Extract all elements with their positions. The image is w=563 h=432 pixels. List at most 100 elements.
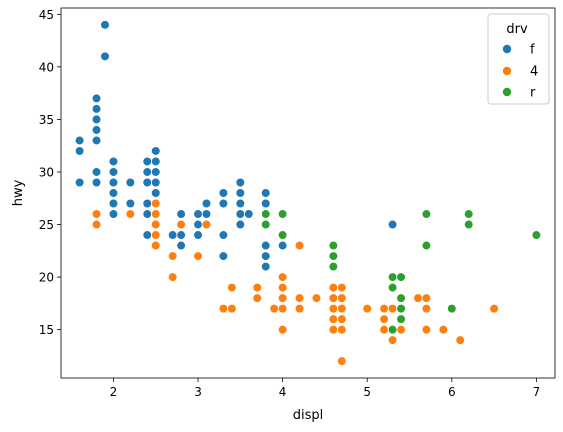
data-point-4-23 <box>277 324 288 335</box>
data-point-f-40 <box>193 209 203 219</box>
data-point-4-15 <box>227 303 237 314</box>
data-point-4-5 <box>150 219 161 230</box>
x-tick-label: 7 <box>533 385 541 399</box>
x-tick-label: 2 <box>110 385 118 399</box>
x-axis: 2 3 4 5 6 7 <box>110 378 541 399</box>
legend-marker-4 <box>501 66 512 77</box>
data-point-4-27 <box>311 293 322 303</box>
points-layer <box>74 20 542 366</box>
data-point-4-33 <box>337 282 347 293</box>
data-point-f-29 <box>150 167 161 177</box>
data-point-r-5 <box>328 251 339 261</box>
y-tick-label: 45 <box>39 8 54 22</box>
data-point-f-11 <box>100 51 110 62</box>
data-point-4-6 <box>150 230 161 240</box>
data-point-4-28 <box>328 282 339 293</box>
data-point-f-56 <box>260 198 271 209</box>
data-point-f-8 <box>91 167 102 177</box>
data-point-f-63 <box>277 240 288 251</box>
data-point-f-49 <box>235 177 246 188</box>
plot-frame <box>60 7 556 379</box>
data-point-4-50 <box>421 293 432 303</box>
data-point-f-5 <box>91 114 102 125</box>
data-point-r-7 <box>387 272 398 282</box>
data-point-r-0 <box>260 209 271 219</box>
data-point-f-23 <box>142 177 153 188</box>
data-point-4-1 <box>91 219 102 230</box>
x-tick-label: 5 <box>363 385 371 399</box>
data-point-f-50 <box>235 188 246 198</box>
legend-label-4: 4 <box>530 65 538 80</box>
data-point-f-26 <box>142 230 153 240</box>
data-point-4-54 <box>455 335 466 345</box>
data-point-f-15 <box>108 188 119 198</box>
data-point-f-60 <box>260 251 271 261</box>
data-point-r-10 <box>396 272 406 282</box>
data-point-f-61 <box>260 261 271 272</box>
data-point-4-19 <box>277 272 288 282</box>
data-point-r-3 <box>277 230 288 240</box>
data-point-f-14 <box>108 177 119 188</box>
data-point-f-3 <box>91 93 102 104</box>
data-point-f-25 <box>142 209 153 219</box>
data-point-r-11 <box>396 293 406 303</box>
data-point-4-31 <box>328 314 339 324</box>
legend-title: drv <box>506 22 528 37</box>
data-point-4-16 <box>252 282 263 293</box>
data-point-4-17 <box>252 293 263 303</box>
data-point-4-9 <box>167 272 178 282</box>
data-point-f-31 <box>150 188 161 198</box>
data-point-f-51 <box>235 198 246 209</box>
data-point-4-46 <box>387 335 398 345</box>
data-point-4-40 <box>379 303 389 314</box>
data-point-4-25 <box>294 293 305 303</box>
data-point-r-19 <box>531 230 542 240</box>
x-tick-label: 3 <box>194 385 202 399</box>
data-point-4-20 <box>277 282 288 293</box>
data-point-f-42 <box>193 230 203 240</box>
data-point-4-29 <box>328 293 339 303</box>
data-point-f-54 <box>243 209 254 219</box>
data-point-4-26 <box>294 303 305 314</box>
data-point-f-39 <box>176 240 186 251</box>
data-point-4-51 <box>421 303 432 314</box>
data-point-r-14 <box>421 209 432 219</box>
y-axis-label: hwy <box>11 179 26 206</box>
legend-marker-r <box>501 87 512 98</box>
data-point-f-7 <box>91 135 102 146</box>
data-point-f-22 <box>142 167 153 177</box>
data-point-f-38 <box>176 230 186 240</box>
data-point-f-55 <box>260 188 271 198</box>
y-axis: 15 20 25 30 35 40 45 <box>39 8 61 337</box>
data-point-4-37 <box>337 324 347 335</box>
data-point-4-2 <box>125 209 136 219</box>
data-point-4-10 <box>176 219 186 230</box>
data-point-r-17 <box>463 209 474 219</box>
data-point-4-14 <box>227 282 237 293</box>
x-axis-label: displ <box>293 408 324 423</box>
data-point-f-0 <box>74 135 85 146</box>
data-point-4-18 <box>269 303 279 314</box>
data-point-f-18 <box>125 177 136 188</box>
data-point-f-43 <box>201 198 212 209</box>
data-point-f-12 <box>108 156 119 167</box>
data-point-4-21 <box>277 293 288 303</box>
data-point-r-8 <box>387 282 398 293</box>
data-point-f-53 <box>235 219 246 230</box>
data-point-4-8 <box>167 251 178 261</box>
data-point-r-1 <box>260 219 271 230</box>
data-point-4-12 <box>201 219 212 230</box>
data-point-4-13 <box>218 303 229 314</box>
data-point-f-45 <box>218 188 229 198</box>
data-point-f-27 <box>150 146 161 156</box>
data-point-4-24 <box>294 240 305 251</box>
data-point-4-3 <box>150 198 161 209</box>
data-point-4-44 <box>387 303 398 314</box>
plot-background <box>61 8 555 378</box>
data-point-f-24 <box>142 198 153 209</box>
data-point-r-16 <box>446 303 457 314</box>
data-point-r-6 <box>328 261 339 272</box>
data-point-f-13 <box>108 167 119 177</box>
data-point-f-35 <box>167 230 178 240</box>
